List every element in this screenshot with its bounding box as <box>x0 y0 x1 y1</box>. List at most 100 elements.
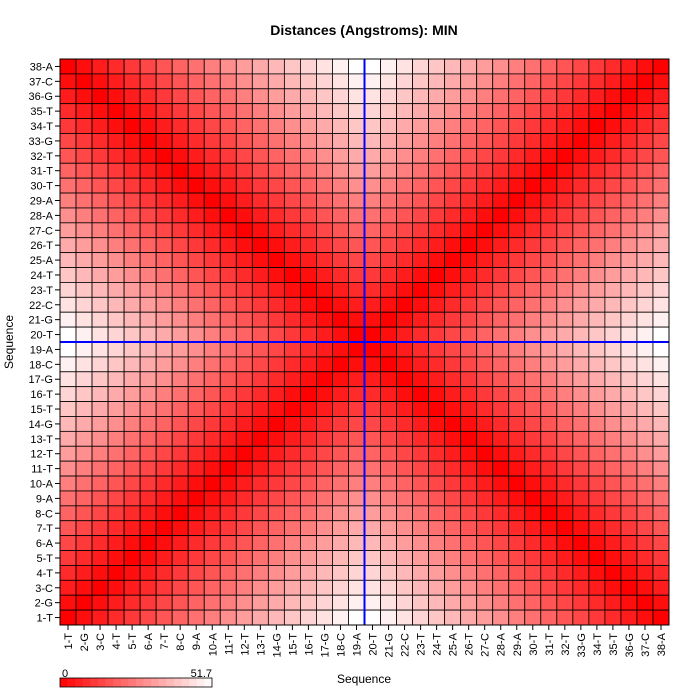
heatmap-cell <box>283 267 301 283</box>
heatmap-cell <box>492 118 510 134</box>
heatmap-cell <box>332 311 349 328</box>
heatmap-cell <box>444 296 462 313</box>
y-tick-label: 3-C <box>35 583 53 595</box>
heatmap-cell <box>139 341 157 358</box>
x-tick-label: 27-C <box>480 633 492 657</box>
heatmap-cell <box>316 311 333 328</box>
y-tick-label: 20-T <box>30 330 53 342</box>
heatmap-cell <box>524 416 542 432</box>
heatmap-cell <box>203 460 221 477</box>
heatmap-cell <box>75 579 93 596</box>
heatmap-cell <box>155 430 173 447</box>
heatmap-cell <box>267 371 285 388</box>
heatmap-cell <box>332 267 349 283</box>
heatmap-cell <box>75 103 93 119</box>
heatmap-cell <box>219 267 237 283</box>
heatmap-cell <box>556 252 574 268</box>
y-tick-label: 21-G <box>29 315 53 327</box>
heatmap-cell <box>380 475 397 492</box>
heatmap-cell <box>412 565 430 581</box>
heatmap-cell <box>492 550 510 566</box>
heatmap-cell <box>139 505 157 522</box>
heatmap-cell <box>59 565 77 581</box>
heatmap-cell <box>412 237 430 254</box>
heatmap-cell <box>540 609 558 626</box>
heatmap-cell <box>203 416 221 432</box>
heatmap-cell <box>652 356 670 373</box>
heatmap-cell <box>524 341 542 358</box>
heatmap-cell <box>107 416 125 432</box>
heatmap-cell <box>219 594 237 611</box>
heatmap-cell <box>332 58 349 75</box>
heatmap-cell <box>123 311 141 328</box>
heatmap-cell <box>155 594 173 611</box>
heatmap-cell <box>620 296 638 313</box>
heatmap-cell <box>604 579 622 596</box>
heatmap-cell <box>460 356 478 373</box>
heatmap-cell <box>540 118 558 134</box>
heatmap-cell <box>91 326 109 343</box>
heatmap-cell <box>123 177 141 194</box>
heatmap-cell <box>332 222 349 239</box>
heatmap-cell <box>412 326 430 343</box>
heatmap-cell <box>652 401 670 417</box>
heatmap-cell <box>219 550 237 566</box>
heatmap-cell <box>107 88 125 105</box>
heatmap-cell <box>348 550 365 566</box>
heatmap-cell <box>620 73 638 90</box>
heatmap-cell <box>75 550 93 566</box>
x-tick-label: 23-T <box>416 633 428 656</box>
heatmap-cell <box>476 237 494 254</box>
heatmap-cell <box>299 520 317 537</box>
heatmap-cell <box>364 609 381 626</box>
heatmap-cell <box>396 594 413 611</box>
heatmap-cell <box>203 252 221 268</box>
heatmap-cell <box>283 162 301 179</box>
heatmap-cell <box>59 460 77 477</box>
heatmap-cell <box>636 341 654 358</box>
heatmap-cell <box>75 147 93 164</box>
heatmap-cell <box>187 535 205 551</box>
heatmap-cell <box>251 103 269 119</box>
heatmap-cell <box>123 416 141 432</box>
heatmap-cell <box>364 371 381 388</box>
heatmap-cell <box>428 401 446 417</box>
heatmap-cell <box>139 177 157 194</box>
heatmap-cell <box>299 237 317 254</box>
heatmap-cell <box>123 58 141 75</box>
heatmap-cell <box>524 282 542 298</box>
heatmap-cell <box>59 311 77 328</box>
heatmap-cell <box>283 579 301 596</box>
heatmap-cell <box>332 416 349 432</box>
heatmap-cell <box>251 550 269 566</box>
heatmap-cell <box>620 177 638 194</box>
heatmap-cell <box>59 594 77 611</box>
heatmap-cell <box>219 579 237 596</box>
heatmap-cell <box>364 535 381 551</box>
heatmap-cell <box>171 579 189 596</box>
heatmap-cell <box>412 445 430 462</box>
heatmap-cell <box>556 103 574 119</box>
heatmap-cell <box>348 371 365 388</box>
heatmap-cell <box>123 222 141 239</box>
heatmap-cell <box>251 88 269 105</box>
heatmap-cell <box>139 311 157 328</box>
heatmap-cell <box>348 133 365 149</box>
heatmap-cell <box>460 147 478 164</box>
heatmap-cell <box>412 207 430 224</box>
heatmap-cell <box>492 505 510 522</box>
heatmap-cell <box>155 162 173 179</box>
heatmap-cell <box>588 73 606 90</box>
heatmap-cell <box>588 311 606 328</box>
heatmap-cell <box>155 103 173 119</box>
heatmap-cell <box>123 579 141 596</box>
heatmap-cell <box>444 535 462 551</box>
heatmap-cell <box>187 58 205 75</box>
heatmap-cell <box>235 147 253 164</box>
heatmap-cell <box>316 565 333 581</box>
heatmap-cell <box>299 416 317 432</box>
heatmap-cell <box>588 535 606 551</box>
x-tick-label: 38-A <box>656 632 668 656</box>
heatmap-cell <box>572 311 590 328</box>
heatmap-cell <box>235 609 253 626</box>
